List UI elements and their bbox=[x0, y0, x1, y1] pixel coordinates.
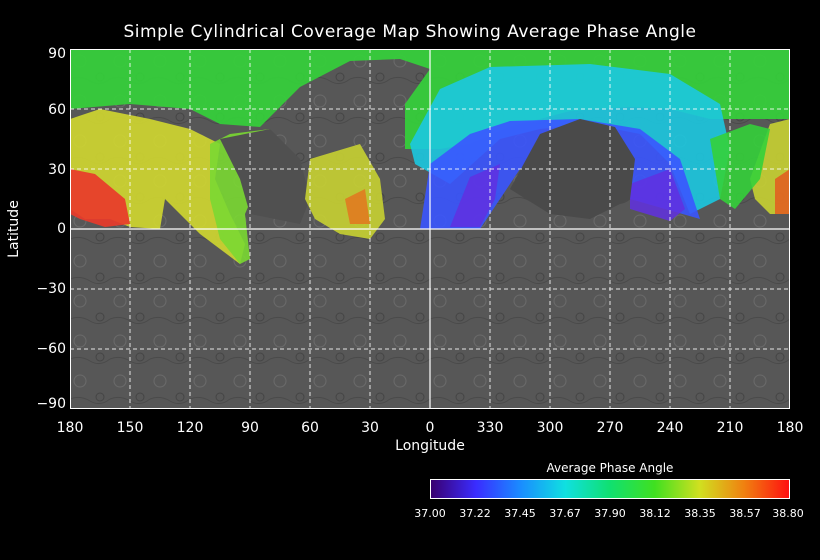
map-border bbox=[70, 49, 790, 409]
x-tick-label: 300 bbox=[536, 420, 564, 436]
coverage-green-east bbox=[710, 124, 770, 209]
colorbar-tick-label: 37.45 bbox=[504, 507, 536, 520]
x-tick-label: 30 bbox=[361, 420, 379, 436]
coverage-red-left bbox=[70, 169, 130, 227]
y-tick-label: 60 bbox=[48, 102, 66, 118]
colorbar-tick-label: 38.12 bbox=[639, 507, 671, 520]
terrain-dark-blob bbox=[220, 129, 310, 224]
x-tick-label: 240 bbox=[656, 420, 684, 436]
terrain-dark-disk bbox=[510, 119, 635, 219]
map-title: Simple Cylindrical Coverage Map Showing … bbox=[123, 22, 697, 42]
colorbar-tick-label: 38.57 bbox=[729, 507, 761, 520]
coverage-map bbox=[70, 49, 790, 409]
x-tick-label: 60 bbox=[301, 420, 319, 436]
colorbar-tick-label: 37.00 bbox=[414, 507, 446, 520]
colorbar-tick-label: 38.35 bbox=[684, 507, 716, 520]
y-tick-label: 0 bbox=[57, 221, 66, 237]
x-tick-label: 150 bbox=[116, 420, 144, 436]
y-tick-label: −30 bbox=[36, 281, 66, 297]
x-tick-label: 180 bbox=[776, 420, 804, 436]
colorbar-tick-label: 37.22 bbox=[459, 507, 491, 520]
x-tick-label: 90 bbox=[241, 420, 259, 436]
colorbar-tick-label: 37.90 bbox=[594, 507, 626, 520]
colorbar bbox=[430, 479, 790, 499]
x-tick-label: 180 bbox=[56, 420, 84, 436]
x-tick-label: 120 bbox=[176, 420, 204, 436]
y-tick-label: −60 bbox=[36, 341, 66, 357]
x-axis-title: Longitude bbox=[395, 438, 465, 454]
colorbar-tick-label: 38.80 bbox=[772, 507, 804, 520]
y-axis-title: Latitude bbox=[6, 200, 22, 258]
y-tick-label: −90 bbox=[36, 396, 66, 412]
coverage-yellow-left bbox=[70, 109, 245, 264]
coverage-purple-patch bbox=[450, 164, 685, 227]
coverage-orange-center bbox=[345, 189, 370, 224]
x-tick-label: 270 bbox=[596, 420, 624, 436]
y-tick-label: 90 bbox=[48, 46, 66, 62]
y-tick-label: 30 bbox=[48, 162, 66, 178]
colorbar-title: Average Phase Angle bbox=[546, 461, 674, 475]
x-tick-label: 330 bbox=[476, 420, 504, 436]
x-tick-label: 210 bbox=[716, 420, 744, 436]
x-tick-label: 0 bbox=[425, 420, 435, 436]
colorbar-tick-label: 37.67 bbox=[549, 507, 581, 520]
coverage-orange-right bbox=[775, 169, 790, 214]
